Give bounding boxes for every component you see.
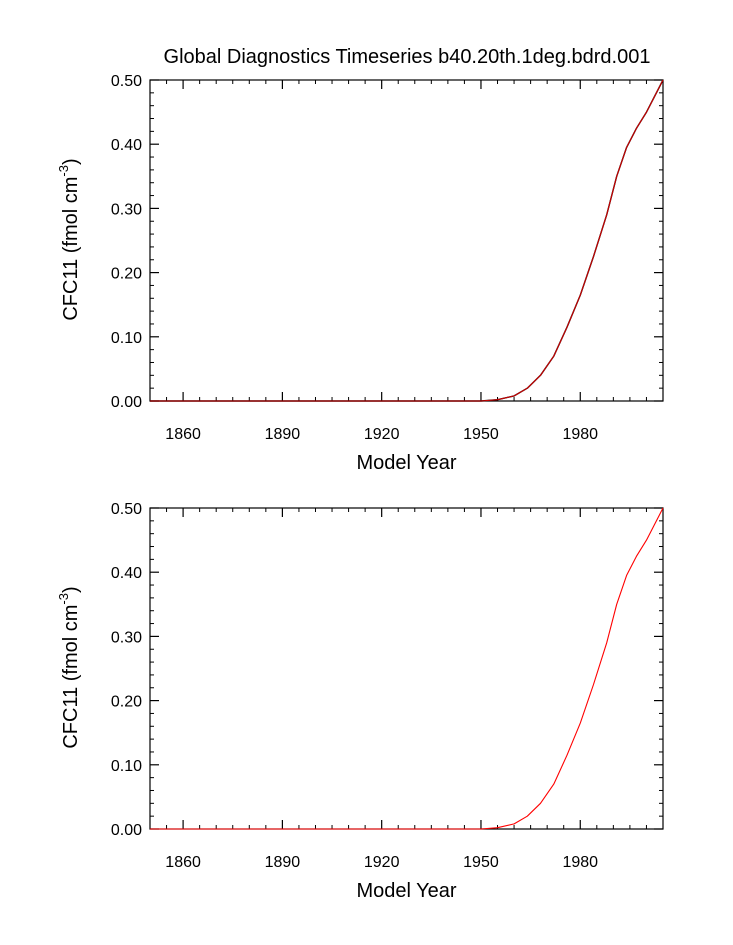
x-tick-label: 1950 <box>463 854 499 871</box>
y-axis-label: CFC11 (fmol cm-3) <box>56 158 82 320</box>
x-axis-label: Model Year <box>356 452 456 474</box>
series-line <box>150 79 664 402</box>
y-axis-label-text: CFC11 (fmol cm <box>60 605 82 749</box>
y-axis-label: CFC11 (fmol cm-3) <box>56 586 82 748</box>
x-tick-label: 1860 <box>165 854 201 871</box>
plot-frame <box>149 507 664 830</box>
y-axis-label-close: ) <box>60 586 82 593</box>
y-tick-label: 0.30 <box>111 629 142 646</box>
chart-title: Global Diagnostics Timeseries b40.20th.1… <box>164 46 651 68</box>
series-line <box>150 79 664 402</box>
y-tick-label: 0.10 <box>111 330 142 347</box>
y-axis-label-superscript: -3 <box>56 593 71 605</box>
y-axis-label-close: ) <box>60 158 82 165</box>
y-axis-label-superscript: -3 <box>56 165 71 177</box>
y-tick-label: 0.50 <box>111 73 142 90</box>
series-line <box>150 507 664 830</box>
x-axis-label: Model Year <box>356 880 456 902</box>
plot-frame <box>149 79 664 402</box>
x-tick-label: 1980 <box>562 854 598 871</box>
panel-top: 1860 1890 1920 1950 1980 0.00 0.10 0.20 0.30 0.40… <box>56 73 664 474</box>
y-tick-label: 0.40 <box>111 137 142 154</box>
x-tick-label: 1860 <box>165 426 201 443</box>
panel-bottom: 1860 1890 1920 1950 1980 0.00 0.10 0.20 0.30 0.40… <box>56 501 664 902</box>
x-tick-label: 1950 <box>463 426 499 443</box>
x-tick-label: 1920 <box>364 854 400 871</box>
x-tick-label: 1890 <box>265 854 301 871</box>
y-tick-label: 0.20 <box>111 694 142 711</box>
y-tick-label: 0.40 <box>111 565 142 582</box>
x-tick-label: 1920 <box>364 426 400 443</box>
x-tick-label: 1890 <box>265 426 301 443</box>
y-tick-label: 0.00 <box>111 822 142 839</box>
y-tick-label: 0.50 <box>111 501 142 518</box>
y-tick-label: 0.20 <box>111 266 142 283</box>
x-tick-label: 1980 <box>562 426 598 443</box>
y-tick-label: 0.30 <box>111 201 142 218</box>
y-tick-label: 0.10 <box>111 758 142 775</box>
y-tick-label: 0.00 <box>111 394 142 411</box>
y-axis-label-text: CFC11 (fmol cm <box>60 177 82 321</box>
